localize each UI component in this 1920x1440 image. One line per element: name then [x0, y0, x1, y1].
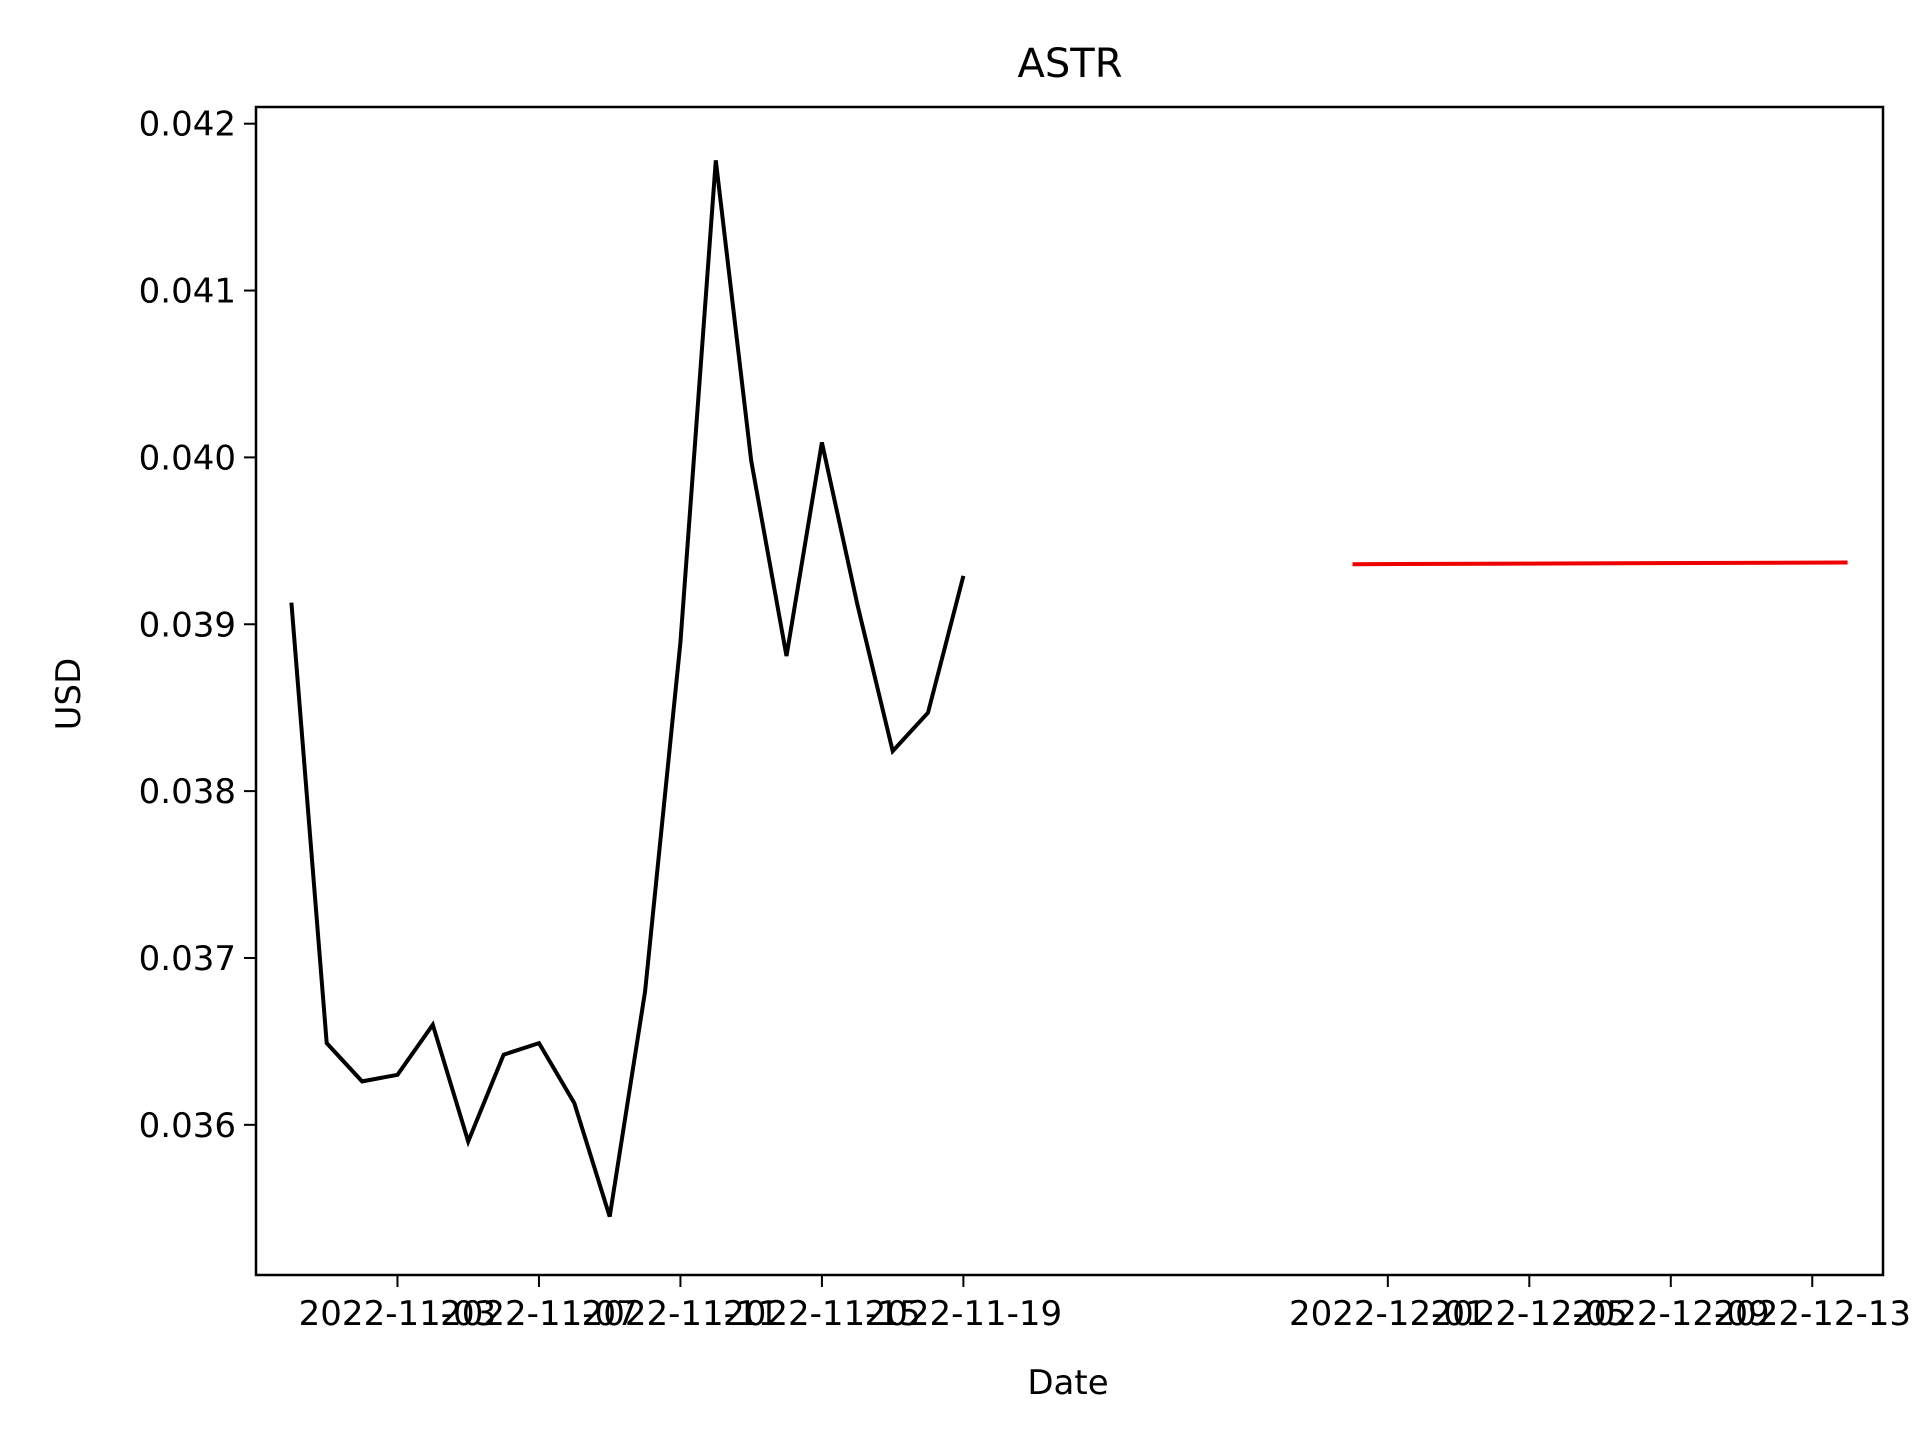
x-tick-label: 2022-11-19 [865, 1294, 1063, 1334]
plot-frame [254, 105, 1885, 1277]
y-axis: 0.036 0.037 0.038 0.039 0.040 0.041 0.042 [139, 105, 256, 1146]
x-tick-label: 2022-12-13 [1713, 1294, 1911, 1334]
x-axis: 2022-11-032022-11-072022-11-112022-11-15… [299, 1275, 1911, 1334]
y-tick-label: 0.042 [139, 105, 236, 145]
x-tick-label: 2022-11-15 [723, 1294, 921, 1334]
chart-title: ASTR [1018, 41, 1123, 87]
x-axis-label: Date [1027, 1363, 1108, 1403]
plot-lines [289, 160, 1848, 1218]
y-tick-label: 0.036 [139, 1106, 236, 1146]
y-tick-label: 0.038 [139, 772, 236, 812]
x-tick-label: 2022-12-09 [1572, 1294, 1770, 1334]
y-axis-label: USD [49, 658, 89, 731]
y-tick-label: 0.039 [139, 605, 236, 645]
x-tick-label: 2022-11-03 [299, 1294, 497, 1334]
series-line-1 [1352, 560, 1848, 567]
x-tick-label: 2022-12-05 [1431, 1294, 1629, 1334]
x-tick-label: 2022-11-07 [440, 1294, 638, 1334]
y-tick-label: 0.041 [139, 272, 236, 312]
y-tick-label: 0.037 [139, 939, 236, 979]
series-line-0 [289, 160, 966, 1218]
x-tick-label: 2022-12-01 [1289, 1294, 1487, 1334]
y-tick-label: 0.040 [139, 438, 236, 478]
x-tick-label: 2022-11-11 [582, 1294, 780, 1334]
